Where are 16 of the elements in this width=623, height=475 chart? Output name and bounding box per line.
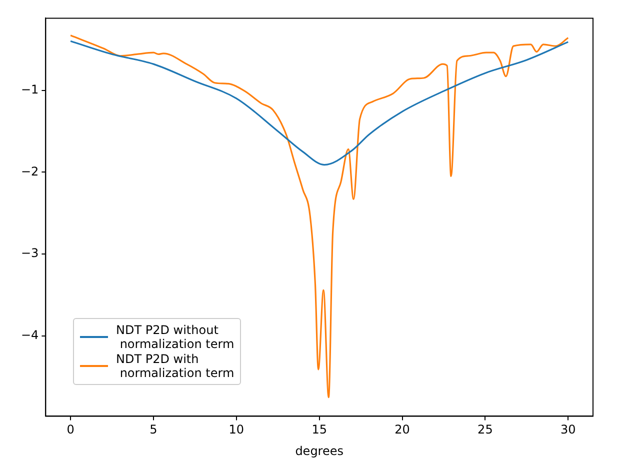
line-series: [70, 34, 569, 398]
y-tick-label: −2: [20, 164, 39, 178]
y-tick-label: −1: [20, 82, 39, 96]
line-series: [70, 40, 569, 166]
x-tick-label: 30: [560, 422, 576, 437]
x-tick-label: 0: [66, 422, 74, 437]
x-tick-label: 20: [394, 422, 410, 437]
legend-label: NDT P2D without normalization term: [116, 323, 234, 351]
y-tick-label: −4: [20, 328, 39, 342]
x-tick-label: 25: [478, 422, 493, 437]
x-tick-label: 10: [228, 422, 244, 437]
y-tick-label: −3: [20, 246, 39, 260]
x-axis-title: degrees: [295, 444, 344, 458]
x-tick-label: 5: [150, 422, 158, 437]
x-tick-label: 15: [312, 422, 327, 437]
legend-label: NDT P2D with normalization term: [116, 352, 234, 380]
